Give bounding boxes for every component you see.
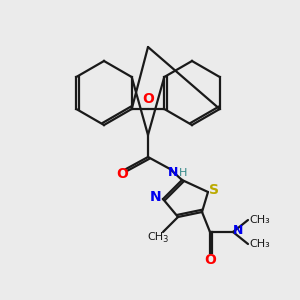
Text: N: N bbox=[168, 167, 178, 179]
Text: H: H bbox=[179, 168, 187, 178]
Text: CH₃: CH₃ bbox=[250, 239, 270, 249]
Text: O: O bbox=[116, 167, 128, 181]
Text: O: O bbox=[204, 253, 216, 267]
Text: N: N bbox=[150, 190, 162, 204]
Text: O: O bbox=[142, 92, 154, 106]
Text: 3: 3 bbox=[162, 235, 167, 244]
Text: CH: CH bbox=[147, 232, 163, 242]
Text: S: S bbox=[209, 183, 219, 197]
Text: CH₃: CH₃ bbox=[250, 215, 270, 225]
Text: N: N bbox=[233, 224, 243, 236]
